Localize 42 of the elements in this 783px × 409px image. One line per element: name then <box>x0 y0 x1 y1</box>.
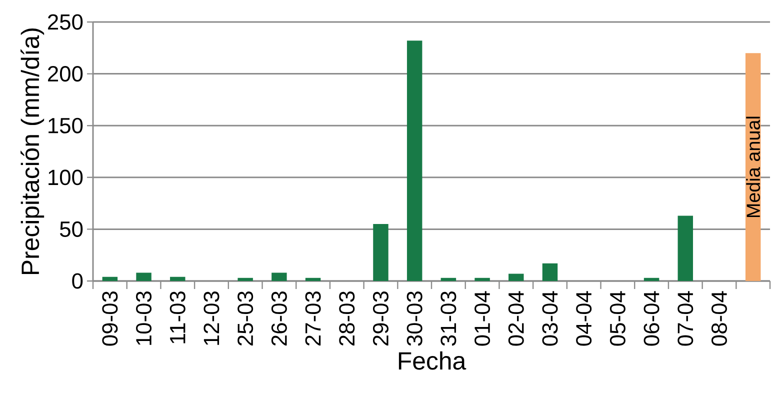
annotation: Media anual <box>746 116 760 218</box>
x-tick-label: 12-03 <box>204 291 220 345</box>
x-tick-label: 10-03 <box>136 291 152 345</box>
x-tick-label: 28-03 <box>339 291 355 346</box>
bar <box>678 216 694 281</box>
x-tick-label: 11-03 <box>170 291 186 344</box>
x-tick-label: 08-04 <box>711 291 727 346</box>
bar <box>508 274 524 281</box>
bar <box>305 278 321 281</box>
x-tick-label: 05-04 <box>610 291 626 346</box>
x-tick-label: 07-04 <box>678 291 694 346</box>
bar <box>644 278 660 281</box>
y-tick-label: 200 <box>48 66 83 82</box>
bar <box>238 278 253 281</box>
x-tick-label: 03-04 <box>542 291 558 346</box>
y-tick-label: 0 <box>72 273 83 289</box>
x-tick-label: 02-04 <box>508 291 524 346</box>
x-tick-label: 01-04 <box>474 291 490 346</box>
bar <box>170 276 186 281</box>
bar <box>406 40 422 281</box>
bar <box>136 272 152 281</box>
x-axis-title: Fecha <box>398 351 466 370</box>
y-tick-label: 250 <box>48 14 83 30</box>
bar <box>272 272 287 281</box>
x-tick-label: 27-03 <box>305 291 321 346</box>
x-tick-label: 30-03 <box>406 291 422 346</box>
bar <box>102 276 118 281</box>
y-tick-label: 100 <box>48 170 83 186</box>
x-tick-label: 31-03 <box>440 291 456 346</box>
x-tick-label: 29-03 <box>372 291 388 346</box>
bar <box>474 278 490 281</box>
x-tick-label: 25-03 <box>238 291 254 346</box>
bar <box>440 278 456 281</box>
y-tick-label: 50 <box>60 221 83 237</box>
x-tick-label: 09-03 <box>102 291 118 346</box>
x-tick-label: 26-03 <box>271 291 287 346</box>
x-tick-label: 06-04 <box>644 291 660 346</box>
bar <box>542 263 558 281</box>
x-tick-label: 04-04 <box>576 291 592 346</box>
y-axis-title: Precipitación (mm/día) <box>20 28 44 274</box>
y-tick-label: 150 <box>48 118 83 134</box>
bar <box>373 224 388 281</box>
